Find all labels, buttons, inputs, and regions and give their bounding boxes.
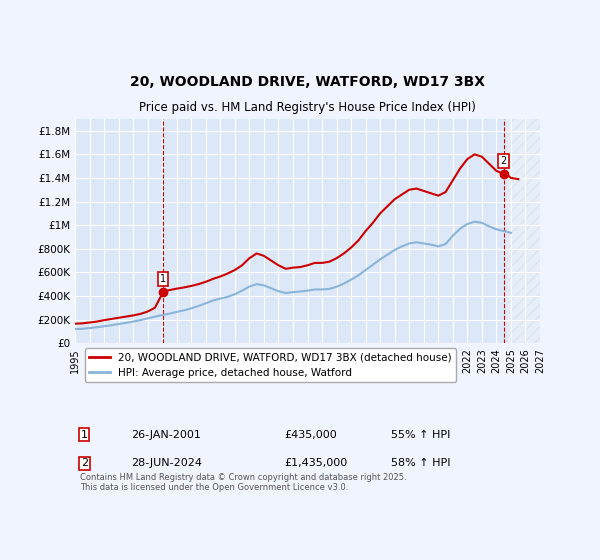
Text: 26-JAN-2001: 26-JAN-2001 <box>131 430 200 440</box>
Legend: 20, WOODLAND DRIVE, WATFORD, WD17 3BX (detached house), HPI: Average price, deta: 20, WOODLAND DRIVE, WATFORD, WD17 3BX (d… <box>85 348 456 382</box>
Text: 20, WOODLAND DRIVE, WATFORD, WD17 3BX: 20, WOODLAND DRIVE, WATFORD, WD17 3BX <box>130 75 485 89</box>
Text: Contains HM Land Registry data © Crown copyright and database right 2025.
This d: Contains HM Land Registry data © Crown c… <box>80 473 406 492</box>
Text: 2: 2 <box>81 459 88 469</box>
Text: Price paid vs. HM Land Registry's House Price Index (HPI): Price paid vs. HM Land Registry's House … <box>139 101 476 114</box>
Text: 1: 1 <box>81 430 88 440</box>
Text: 58% ↑ HPI: 58% ↑ HPI <box>391 459 451 469</box>
Text: 1: 1 <box>160 274 166 283</box>
Text: 2: 2 <box>500 156 506 166</box>
Text: 28-JUN-2024: 28-JUN-2024 <box>131 459 202 469</box>
Text: £435,000: £435,000 <box>284 430 337 440</box>
Text: £1,435,000: £1,435,000 <box>284 459 347 469</box>
Text: 55% ↑ HPI: 55% ↑ HPI <box>391 430 451 440</box>
Bar <box>508 119 540 343</box>
